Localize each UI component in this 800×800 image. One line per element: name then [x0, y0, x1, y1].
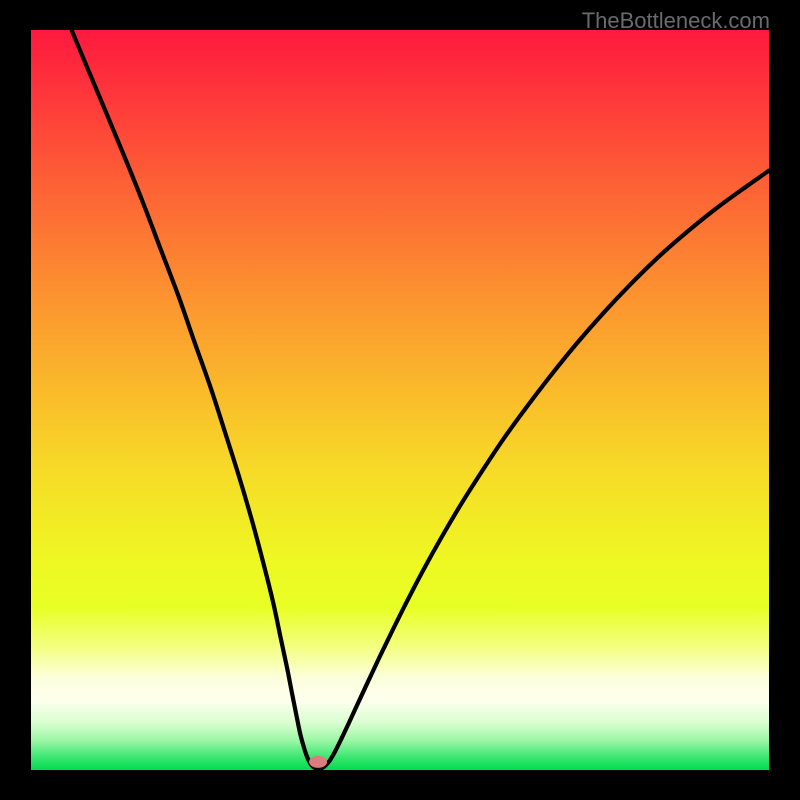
watermark-text: TheBottleneck.com: [582, 8, 770, 34]
bottleneck-chart: [0, 0, 800, 800]
plot-background: [31, 30, 769, 770]
optimum-marker: [309, 756, 327, 768]
